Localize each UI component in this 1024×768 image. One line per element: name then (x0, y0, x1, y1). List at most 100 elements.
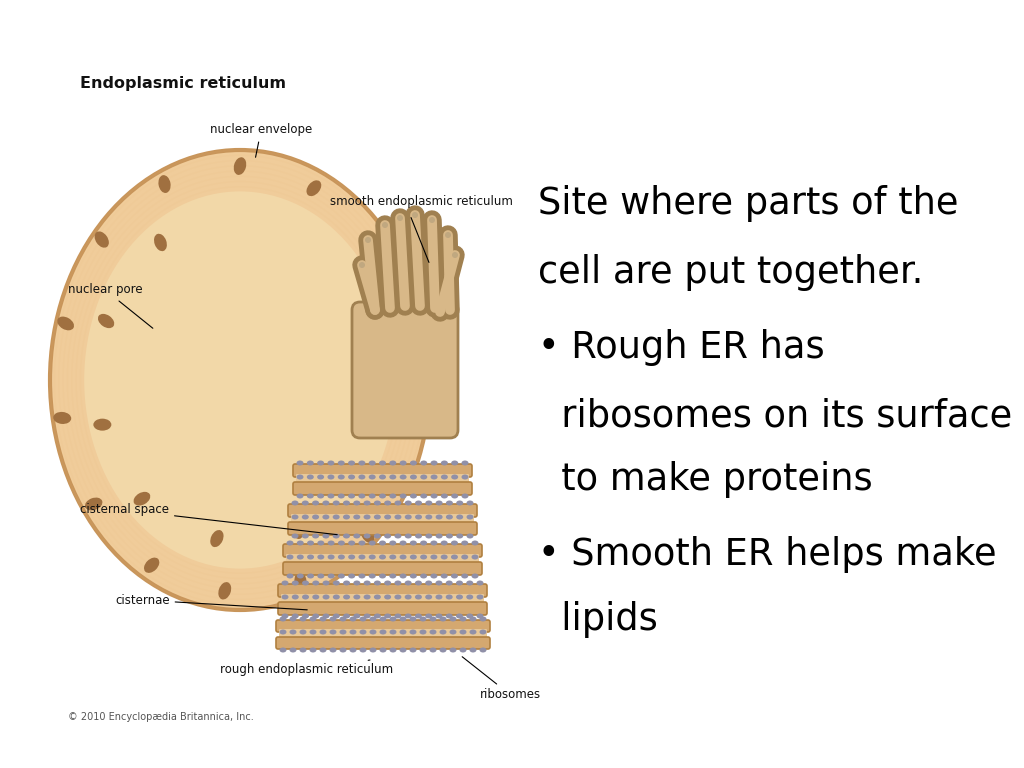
Ellipse shape (379, 541, 386, 545)
Ellipse shape (359, 630, 367, 634)
Ellipse shape (358, 461, 366, 465)
Ellipse shape (389, 554, 396, 560)
Ellipse shape (476, 581, 483, 585)
FancyBboxPatch shape (293, 482, 472, 495)
Ellipse shape (364, 534, 371, 538)
Ellipse shape (343, 581, 350, 585)
Ellipse shape (338, 554, 345, 560)
Ellipse shape (307, 494, 313, 498)
Ellipse shape (397, 215, 403, 221)
Ellipse shape (292, 501, 299, 505)
Ellipse shape (328, 554, 335, 560)
Ellipse shape (466, 614, 473, 618)
Ellipse shape (297, 574, 304, 578)
Ellipse shape (450, 250, 460, 260)
Ellipse shape (319, 630, 327, 634)
Ellipse shape (328, 475, 335, 479)
Ellipse shape (420, 647, 427, 653)
Ellipse shape (280, 630, 287, 634)
Ellipse shape (399, 617, 407, 621)
Ellipse shape (317, 494, 325, 498)
Ellipse shape (450, 630, 457, 634)
Ellipse shape (333, 614, 340, 618)
Ellipse shape (348, 475, 355, 479)
Ellipse shape (435, 594, 442, 600)
Ellipse shape (338, 494, 345, 498)
Ellipse shape (471, 574, 478, 578)
Ellipse shape (319, 617, 327, 621)
Text: © 2010 Encyclopædia Britannica, Inc.: © 2010 Encyclopædia Britannica, Inc. (68, 712, 254, 722)
Ellipse shape (292, 594, 299, 600)
Ellipse shape (379, 494, 386, 498)
Ellipse shape (457, 515, 463, 519)
Ellipse shape (333, 581, 340, 585)
Text: to make proteins: to make proteins (538, 462, 872, 498)
Ellipse shape (312, 581, 319, 585)
Ellipse shape (323, 534, 330, 538)
Ellipse shape (144, 558, 160, 573)
Ellipse shape (441, 475, 447, 479)
Ellipse shape (312, 501, 319, 505)
Ellipse shape (439, 630, 446, 634)
Ellipse shape (415, 594, 422, 600)
Ellipse shape (429, 217, 435, 223)
Ellipse shape (323, 501, 330, 505)
Ellipse shape (440, 554, 447, 560)
Text: lipids: lipids (538, 601, 657, 638)
Text: • Rough ER has: • Rough ER has (538, 329, 824, 366)
Ellipse shape (425, 501, 432, 505)
Ellipse shape (466, 581, 473, 585)
Ellipse shape (50, 150, 430, 610)
Ellipse shape (471, 554, 478, 560)
Ellipse shape (460, 630, 467, 634)
Ellipse shape (429, 617, 436, 621)
Ellipse shape (462, 494, 469, 498)
Ellipse shape (302, 581, 309, 585)
Ellipse shape (445, 614, 453, 618)
Ellipse shape (445, 581, 453, 585)
Ellipse shape (299, 617, 306, 621)
Ellipse shape (340, 617, 346, 621)
Ellipse shape (365, 237, 371, 243)
Ellipse shape (348, 554, 355, 560)
FancyBboxPatch shape (288, 522, 477, 535)
Ellipse shape (323, 614, 330, 618)
Text: nuclear pore: nuclear pore (68, 283, 153, 328)
Ellipse shape (362, 235, 373, 245)
FancyBboxPatch shape (283, 562, 482, 575)
Text: Endoplasmic reticulum: Endoplasmic reticulum (80, 76, 286, 91)
Text: ribosomes: ribosomes (462, 657, 541, 701)
Ellipse shape (369, 494, 376, 498)
Ellipse shape (348, 574, 355, 578)
Ellipse shape (307, 541, 314, 545)
Ellipse shape (389, 475, 396, 479)
Ellipse shape (410, 630, 417, 634)
Ellipse shape (380, 647, 386, 653)
Ellipse shape (369, 574, 376, 578)
Ellipse shape (357, 260, 367, 270)
Ellipse shape (302, 594, 309, 600)
Ellipse shape (443, 230, 453, 240)
Ellipse shape (469, 630, 476, 634)
Ellipse shape (420, 554, 427, 560)
Ellipse shape (358, 494, 366, 498)
Ellipse shape (425, 515, 432, 519)
Ellipse shape (338, 461, 345, 465)
Ellipse shape (435, 515, 442, 519)
Ellipse shape (343, 534, 350, 538)
Ellipse shape (302, 534, 309, 538)
Ellipse shape (370, 630, 377, 634)
Ellipse shape (374, 594, 381, 600)
FancyBboxPatch shape (291, 514, 474, 525)
Ellipse shape (309, 630, 316, 634)
Ellipse shape (439, 617, 446, 621)
Ellipse shape (317, 554, 325, 560)
Ellipse shape (369, 461, 376, 465)
Ellipse shape (349, 630, 356, 634)
Ellipse shape (353, 581, 360, 585)
Ellipse shape (441, 461, 447, 465)
Ellipse shape (364, 515, 371, 519)
Ellipse shape (369, 475, 376, 479)
FancyBboxPatch shape (293, 464, 472, 477)
Ellipse shape (328, 574, 335, 578)
